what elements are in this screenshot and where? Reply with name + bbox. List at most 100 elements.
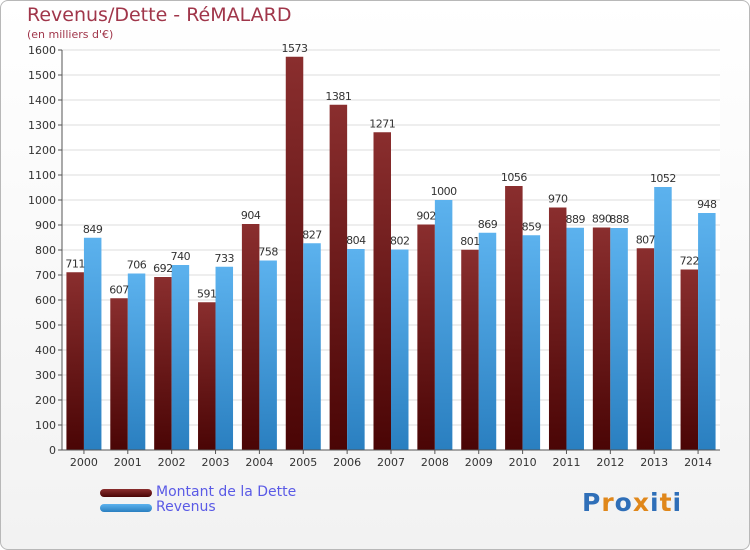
revenus-value-label: 740 (171, 250, 191, 263)
revenus-bar (522, 235, 541, 450)
chart-title: Revenus/Dette - RéMALARD (27, 4, 292, 26)
revenus-bar (83, 237, 102, 450)
dette-bar (285, 56, 304, 450)
revenus-bar (303, 243, 321, 450)
dette-bar (154, 277, 172, 450)
dette-value-label: 890 (592, 213, 612, 226)
y-tick-label: 1300 (28, 119, 56, 132)
y-tick-label: 400 (35, 344, 56, 357)
x-tick-label: 2004 (245, 456, 273, 469)
x-tick-label: 2012 (596, 456, 624, 469)
y-tick-label: 200 (35, 394, 56, 407)
revenus-bar (434, 200, 453, 450)
dette-value-label: 607 (109, 283, 129, 296)
revenus-bar (391, 249, 409, 450)
legend-swatch-revenus (100, 504, 152, 512)
revenus-bar (259, 260, 277, 450)
dette-value-label: 1056 (501, 171, 527, 184)
x-tick-label: 2014 (684, 456, 712, 469)
dette-value-label: 722 (680, 255, 700, 268)
y-tick-label: 700 (35, 269, 56, 282)
revenus-bar (478, 232, 497, 450)
y-tick-label: 1000 (28, 194, 56, 207)
dette-bar (548, 207, 567, 450)
revenus-bar (698, 213, 716, 450)
x-tick-label: 2003 (202, 456, 230, 469)
y-tick-label: 1200 (28, 144, 56, 157)
x-tick-label: 2000 (70, 456, 98, 469)
revenus-value-label: 1000 (431, 185, 457, 198)
x-tick-label: 2002 (158, 456, 186, 469)
x-tick-label: 2005 (289, 456, 317, 469)
legend-label-dette: Montant de la Dette (156, 484, 297, 500)
logo-letter: x (632, 488, 650, 517)
dette-bar (417, 224, 435, 450)
dette-bar (373, 132, 391, 450)
y-tick-label: 900 (35, 219, 56, 232)
revenus-bar (610, 228, 628, 450)
y-tick-label: 500 (35, 319, 56, 332)
dette-value-label: 902 (416, 210, 436, 223)
logo-letter: i (650, 488, 660, 517)
x-tick-label: 2008 (421, 456, 449, 469)
revenus-value-label: 827 (302, 228, 322, 241)
dette-value-label: 711 (65, 257, 85, 270)
dette-value-label: 1381 (325, 90, 351, 103)
dette-value-label: 904 (241, 209, 261, 222)
x-tick-label: 2011 (552, 456, 580, 469)
dette-bar (329, 104, 348, 450)
y-tick-label: 1600 (28, 44, 56, 57)
revenus-value-label: 802 (390, 235, 410, 248)
dette-bar (680, 269, 699, 450)
dette-value-label: 807 (636, 233, 656, 246)
revenus-value-label: 733 (215, 252, 235, 265)
revenus-bar (566, 227, 584, 450)
x-tick-label: 2010 (509, 456, 537, 469)
dette-bar (505, 186, 523, 450)
y-tick-label: 1500 (28, 69, 56, 82)
y-tick-label: 100 (35, 419, 56, 432)
dette-bar (241, 224, 260, 450)
revenus-bar (347, 249, 365, 450)
y-tick-label: 0 (49, 444, 56, 457)
logo-letter: i (672, 488, 683, 517)
dette-value-label: 1573 (282, 42, 308, 55)
y-tick-label: 300 (35, 369, 56, 382)
revenus-value-label: 758 (258, 246, 278, 259)
y-tick-label: 600 (35, 294, 56, 307)
dette-bar (110, 298, 128, 450)
legend-label-revenus: Revenus (156, 499, 216, 515)
revenus-bar (215, 266, 234, 450)
x-tick-label: 2001 (114, 456, 142, 469)
revenus-bar (127, 273, 146, 450)
revenus-value-label: 948 (697, 198, 717, 211)
bar-chart: 0 100 200 300 400 500 600 700 800 900 1000 1100 1200… (28, 42, 720, 469)
y-tick-label: 1400 (28, 94, 56, 107)
chart-subtitle: (en milliers d'€) (27, 28, 114, 41)
dette-value-label: 801 (460, 235, 480, 248)
dette-value-label: 591 (197, 287, 217, 300)
revenus-value-label: 888 (609, 213, 629, 226)
revenus-value-label: 889 (565, 213, 585, 226)
x-tick-label: 2009 (465, 456, 493, 469)
logo-letter: t (659, 488, 673, 517)
logo-letter: r (601, 488, 615, 517)
x-tick-label: 2007 (377, 456, 405, 469)
dette-bar (636, 248, 655, 450)
x-tick-label: 2013 (640, 456, 668, 469)
dette-bar (66, 272, 84, 450)
dette-bar (461, 249, 479, 450)
y-tick-label: 1100 (28, 169, 56, 182)
revenus-bar (654, 187, 672, 450)
dette-value-label: 692 (153, 262, 173, 275)
revenus-bar (171, 265, 190, 450)
revenus-value-label: 869 (478, 218, 498, 231)
revenus-value-label: 849 (83, 223, 103, 236)
proxiti-logo: Proxiti (582, 488, 682, 517)
logo-letter: o (614, 488, 633, 517)
logo-letter: P (582, 488, 602, 517)
dette-bar (592, 227, 611, 450)
dette-value-label: 1271 (369, 117, 395, 130)
revenus-value-label: 859 (522, 220, 542, 233)
x-tick-label: 2006 (333, 456, 361, 469)
